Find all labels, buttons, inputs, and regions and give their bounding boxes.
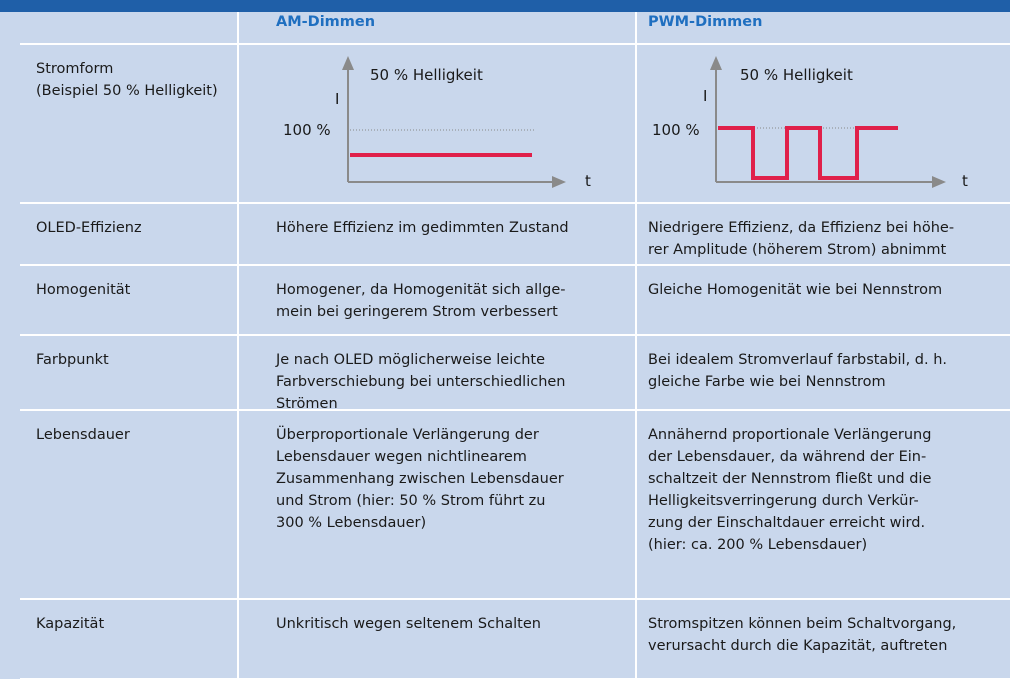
text-line: Niedrigere Effizienz, da Effizienz bei h… xyxy=(648,220,955,236)
text-line: rer Amplitude (höherem Strom) abnimmt xyxy=(648,242,947,258)
cell-text: Stromspitzen können beim Schaltvorgang, v… xyxy=(648,613,956,657)
text-line: Kapazität xyxy=(36,616,105,632)
row-label: OLED-Effizienz xyxy=(36,217,142,239)
text-line: gleiche Farbe wie bei Nennstrom xyxy=(648,374,886,390)
text-line: 300 % Lebensdauer) xyxy=(276,515,427,531)
cell-text: Je nach OLED möglicherweise leichte Farbv… xyxy=(276,349,566,415)
text-line: zung der Einschaltdauer erreicht wird. xyxy=(648,515,926,531)
text-line: mein bei geringerem Strom verbessert xyxy=(276,304,558,320)
level-label: 100 % xyxy=(283,121,331,139)
column-separator xyxy=(635,12,637,679)
cell-text: Niedrigere Effizienz, da Effizienz bei h… xyxy=(648,217,954,261)
row-separator xyxy=(20,409,1010,411)
cell-text: Annähernd proportionale Verlängerung der … xyxy=(648,424,931,556)
text-line: Zusammenhang zwischen Lebensdauer xyxy=(276,471,564,487)
text-line: Stromspitzen können beim Schaltvorgang, xyxy=(648,616,957,632)
text-line: Helligkeitsverringerung durch Verkür- xyxy=(648,493,919,509)
text-line: Je nach OLED möglicherweise leichte xyxy=(276,352,546,368)
text-line: und Strom (hier: 50 % Strom führt zu xyxy=(276,493,546,509)
text-line: verursacht durch die Kapazität, auftrete… xyxy=(648,638,948,654)
text-line: Farbpunkt xyxy=(36,352,109,368)
row-label: Farbpunkt xyxy=(36,349,109,371)
row-separator xyxy=(20,598,1010,600)
cell-text: Bei idealem Stromverlauf farbstabil, d. … xyxy=(648,349,947,393)
row-label: Homogenität xyxy=(36,279,130,301)
column-separator xyxy=(237,12,239,679)
text-line: Strömen xyxy=(276,396,338,412)
text-line: Stromform xyxy=(36,61,114,77)
title-bar xyxy=(0,0,1010,12)
text-line: der Lebensdauer, da während der Ein- xyxy=(648,449,927,465)
y-label: I xyxy=(703,87,707,105)
column-header: AM-Dimmen xyxy=(276,14,376,30)
row-separator xyxy=(20,264,1010,266)
y-label: I xyxy=(335,90,339,108)
text-line: Farbverschiebung bei unterschiedlichen xyxy=(276,374,566,390)
text-line: (hier: ca. 200 % Lebensdauer) xyxy=(648,537,868,553)
x-label: t xyxy=(962,172,968,190)
level-label: 100 % xyxy=(652,121,700,139)
cell-text: Höhere Effizienz im gedimmten Zustand xyxy=(276,217,569,239)
cell-text: Überproportionale Verlängerung der Lebens… xyxy=(276,424,564,534)
row-label: Lebensdauer xyxy=(36,424,130,446)
column-header: PWM-Dimmen xyxy=(648,14,763,30)
text-line: Gleiche Homogenität wie bei Nennstrom xyxy=(648,282,943,298)
x-label: t xyxy=(585,172,591,190)
chart-title: 50 % Helligkeit xyxy=(740,66,853,84)
text-line: Unkritisch wegen seltenem Schalten xyxy=(276,616,541,632)
cell-text: Gleiche Homogenität wie bei Nennstrom xyxy=(648,279,942,301)
cell-text: Unkritisch wegen seltenem Schalten xyxy=(276,613,541,635)
row-separator xyxy=(20,43,1010,45)
text-line: schaltzeit der Nennstrom fließt und die xyxy=(648,471,932,487)
chart-title: 50 % Helligkeit xyxy=(370,66,483,84)
text-line: Höhere Effizienz im gedimmten Zustand xyxy=(276,220,569,236)
row-separator xyxy=(20,202,1010,204)
text-line: Annähernd proportionale Verlängerung xyxy=(648,427,932,443)
row-label: Stromform (Beispiel 50 % Helligkeit) xyxy=(36,58,218,102)
text-line: OLED-Effizienz xyxy=(36,220,142,236)
text-line: Lebensdauer xyxy=(36,427,130,443)
row-label: Kapazität xyxy=(36,613,104,635)
text-line: Homogener, da Homogenität sich allge- xyxy=(276,282,566,298)
text-line: Überproportionale Verlängerung der xyxy=(276,427,539,443)
cell-text: Homogener, da Homogenität sich allge-mei… xyxy=(276,279,566,323)
row-separator xyxy=(20,334,1010,336)
text-line: (Beispiel 50 % Helligkeit) xyxy=(36,83,218,99)
text-line: Lebensdauer wegen nichtlinearem xyxy=(276,449,527,465)
text-line: Homogenität xyxy=(36,282,131,298)
text-line: Bei idealem Stromverlauf farbstabil, d. … xyxy=(648,352,948,368)
